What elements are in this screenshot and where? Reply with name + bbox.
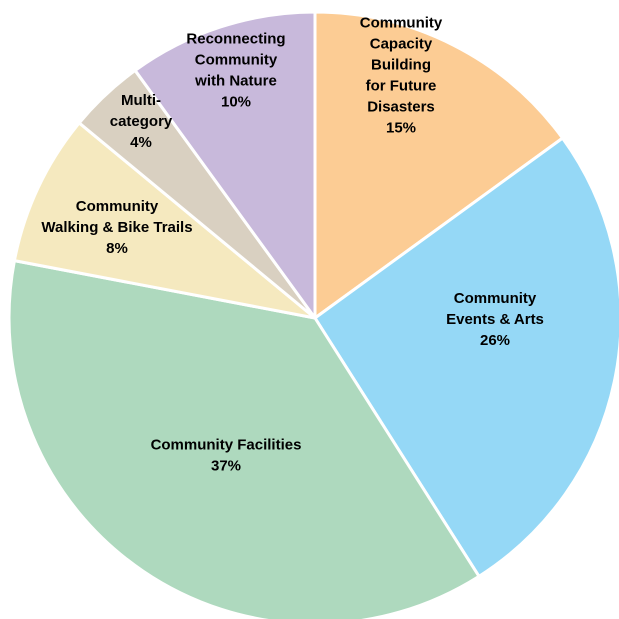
slice-label-line: 15% <box>386 119 416 136</box>
slice-label-line: Community <box>360 14 443 31</box>
slice-label-line: 4% <box>130 134 152 151</box>
slice-label-line: 8% <box>106 240 128 257</box>
slice-label-line: Building <box>371 56 431 73</box>
slice-label-line: category <box>110 113 173 130</box>
slice-label-line: Walking & Bike Trails <box>41 219 192 236</box>
slice-label-line: Capacity <box>370 35 433 52</box>
slice-label-line: Events & Arts <box>446 311 544 328</box>
slice-label-line: Community <box>195 51 278 68</box>
slice-label-line: Multi- <box>121 92 161 109</box>
slice-label-line: 26% <box>480 332 510 349</box>
slice-label-line: Community <box>454 290 537 307</box>
slice-label-line: for Future <box>366 77 437 94</box>
slice-label-line: 10% <box>221 93 251 110</box>
slice-label-line: Community <box>76 198 159 215</box>
slice-label-line: 37% <box>211 457 241 474</box>
slice-label-line: Disasters <box>367 98 435 115</box>
slice-label-line: Community Facilities <box>151 436 302 453</box>
slice-label-line: Reconnecting <box>186 30 285 47</box>
slice-label-line: with Nature <box>194 72 277 89</box>
